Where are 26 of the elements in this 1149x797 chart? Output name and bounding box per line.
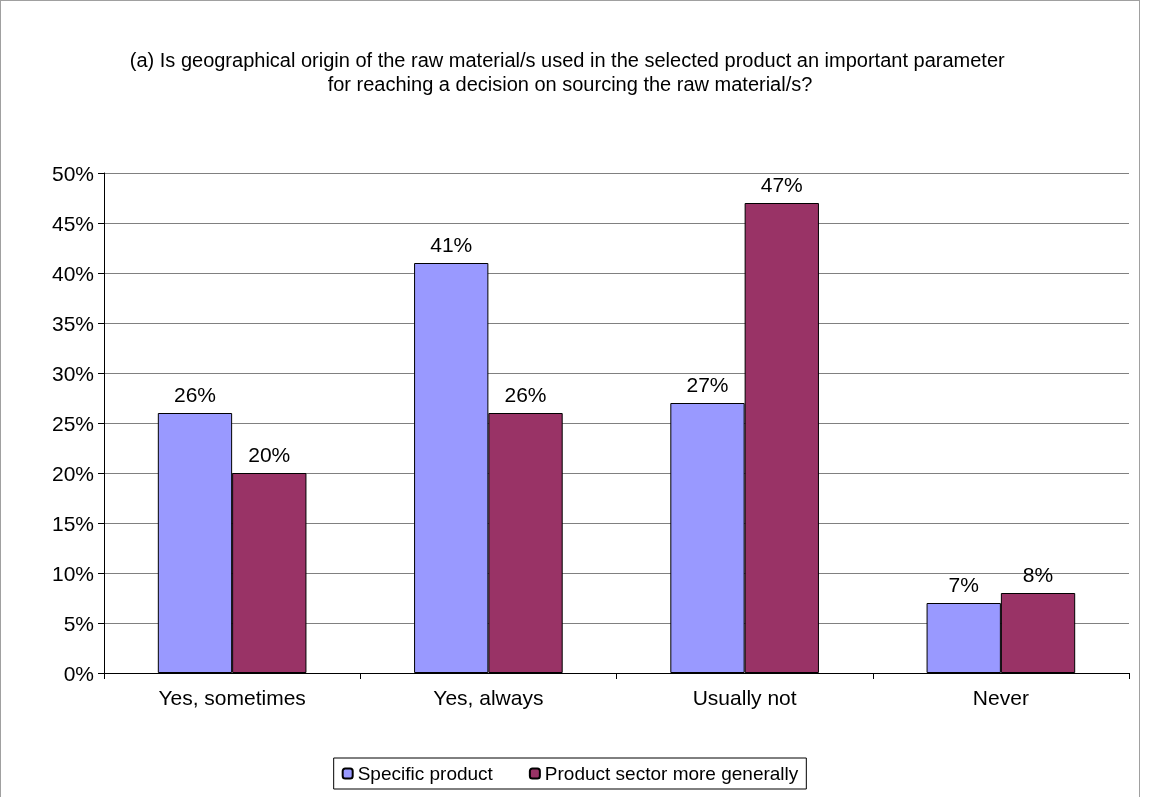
legend-label: Specific product — [357, 763, 494, 784]
data-label: 7% — [948, 573, 979, 596]
data-label: 8% — [1022, 563, 1054, 586]
data-label: 47% — [760, 173, 803, 196]
y-tick-label: 20% — [51, 461, 94, 485]
y-tick-label: 25% — [51, 411, 94, 435]
y-tick-label: 0% — [63, 661, 94, 685]
data-label: 26% — [504, 383, 547, 406]
x-tick-label: Never — [972, 686, 1029, 709]
y-tick-label: 35% — [51, 311, 94, 335]
y-tick-label: 45% — [51, 211, 94, 235]
x-tick-label: Yes, always — [433, 686, 544, 709]
y-tick-label: 30% — [51, 361, 94, 385]
y-tick-label: 40% — [51, 261, 94, 285]
y-tick-label: 10% — [51, 561, 94, 585]
data-label: 20% — [248, 443, 291, 466]
y-tick-label: 5% — [63, 611, 94, 635]
data-label: 26% — [173, 383, 216, 406]
y-tick-label: 50% — [51, 161, 94, 185]
y-tick-label: 15% — [51, 511, 94, 535]
data-label: 41% — [430, 233, 473, 256]
chart-title: (a) Is geographical origin of the raw material/s used in the selected product an important parameter for reaching a decision on sourcing the raw material/s? — [129, 49, 1011, 95]
x-tick-label: Usually not — [692, 686, 797, 709]
data-label: 27% — [686, 373, 729, 396]
x-tick-label: Yes, sometimes — [158, 686, 306, 709]
legend-label: Product sector more generally — [544, 763, 799, 784]
